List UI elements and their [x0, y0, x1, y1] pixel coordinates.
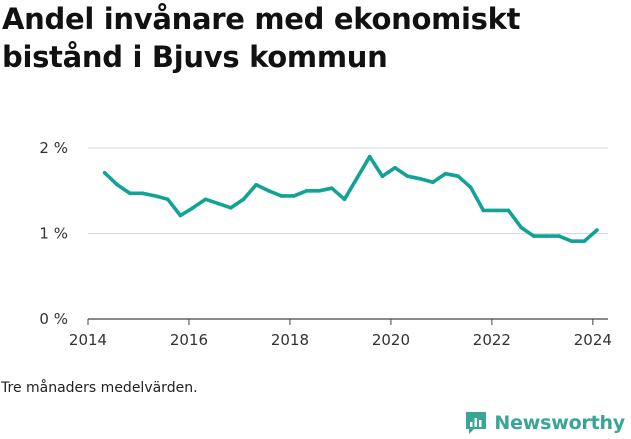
data-point	[468, 185, 473, 190]
x-tick-label: 2022	[473, 331, 511, 349]
data-point	[115, 183, 120, 187]
y-tick-label: 0 %	[39, 310, 68, 328]
gridlines	[88, 147, 608, 320]
data-point	[304, 189, 309, 193]
data-point	[431, 180, 435, 184]
line-chart: 0 % 1 % 2 % 2014 2016 2018 2020 2022 2024	[39, 139, 612, 349]
series-line	[102, 154, 599, 243]
x-tick-label: 2024	[574, 331, 612, 349]
data-point	[506, 208, 511, 213]
data-point	[178, 213, 183, 218]
brand-name: Newsworthy	[494, 412, 625, 434]
data-point	[191, 206, 195, 210]
newsworthy-logo: Newsworthy	[464, 408, 625, 438]
y-tick-label: 1 %	[39, 225, 68, 243]
data-point	[166, 197, 170, 202]
data-point	[153, 194, 157, 198]
data-point	[443, 171, 448, 176]
data-point	[481, 208, 486, 213]
y-axis-ticks: 0 % 1 % 2 %	[39, 139, 68, 328]
data-point	[569, 239, 574, 243]
chart-area: 0 % 1 % 2 % 2014 2016 2018 2020 2022 2024	[0, 120, 631, 360]
x-tick-label: 2018	[271, 331, 309, 349]
data-point	[532, 234, 536, 238]
data-point	[330, 186, 334, 190]
data-point	[128, 191, 132, 196]
x-tick-label: 2016	[170, 331, 208, 349]
data-point	[355, 176, 359, 180]
data-point	[367, 154, 372, 159]
y-tick-label: 2 %	[39, 139, 68, 157]
footnote: Tre månaders medelvärden.	[1, 380, 198, 396]
data-point	[342, 197, 347, 202]
data-point	[279, 194, 284, 198]
data-point	[216, 201, 221, 206]
data-point	[582, 239, 587, 243]
data-point	[266, 189, 271, 193]
data-point	[519, 225, 523, 230]
data-point	[140, 191, 145, 196]
data-point	[456, 174, 460, 178]
data-point	[418, 177, 423, 181]
data-point	[203, 197, 208, 202]
x-tick-label: 2014	[69, 331, 107, 349]
data-point	[102, 171, 107, 175]
data-point	[393, 165, 397, 170]
data-point	[595, 228, 599, 232]
data-point	[494, 208, 498, 213]
newsworthy-logo-icon	[466, 412, 487, 434]
data-point	[317, 189, 322, 193]
x-axis-ticks: 2014 2016 2018 2020 2022 2024	[69, 319, 612, 349]
data-point	[292, 194, 296, 198]
data-point	[405, 174, 410, 178]
chart-title: Andel invånare med ekonomiskt bistånd i …	[2, 2, 521, 74]
data-point	[544, 234, 549, 238]
data-point	[229, 206, 233, 210]
data-point	[557, 234, 561, 238]
series-layer	[102, 154, 599, 243]
data-point	[241, 197, 246, 202]
x-tick-label: 2020	[372, 331, 410, 349]
data-point	[254, 183, 258, 187]
data-point	[380, 174, 385, 178]
